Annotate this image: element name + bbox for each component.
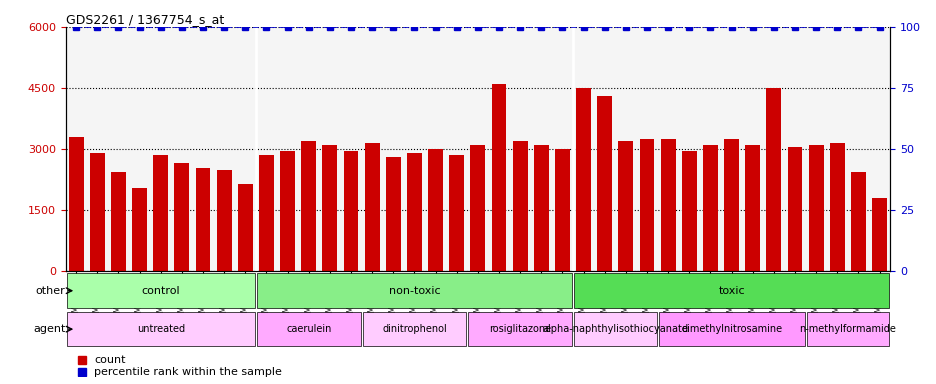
Bar <box>850 172 865 271</box>
Bar <box>766 88 781 271</box>
FancyBboxPatch shape <box>574 273 888 308</box>
FancyBboxPatch shape <box>66 273 255 308</box>
Text: count: count <box>95 354 125 364</box>
Text: agent: agent <box>33 324 66 334</box>
Bar <box>829 143 843 271</box>
FancyBboxPatch shape <box>256 273 571 308</box>
Bar <box>491 84 505 271</box>
FancyBboxPatch shape <box>574 312 656 346</box>
Text: non-toxic: non-toxic <box>388 286 440 296</box>
Bar <box>512 141 527 271</box>
Bar <box>196 167 211 271</box>
Bar <box>871 198 886 271</box>
Bar <box>808 145 823 271</box>
Bar <box>744 145 759 271</box>
FancyBboxPatch shape <box>66 312 255 346</box>
Bar <box>174 164 189 271</box>
Bar <box>301 141 315 271</box>
Bar <box>132 188 147 271</box>
Bar <box>280 151 295 271</box>
FancyBboxPatch shape <box>468 312 571 346</box>
Text: percentile rank within the sample: percentile rank within the sample <box>95 367 282 377</box>
Bar <box>596 96 611 271</box>
Text: rosiglitazone: rosiglitazone <box>489 324 550 334</box>
Bar <box>554 149 569 271</box>
Text: GDS2261 / 1367754_s_at: GDS2261 / 1367754_s_at <box>66 13 224 26</box>
Bar <box>618 141 633 271</box>
FancyBboxPatch shape <box>806 312 888 346</box>
Bar <box>660 139 675 271</box>
Text: n-methylformamide: n-methylformamide <box>798 324 896 334</box>
Bar <box>428 149 443 271</box>
Text: dinitrophenol: dinitrophenol <box>382 324 446 334</box>
FancyBboxPatch shape <box>256 312 360 346</box>
Bar <box>111 172 125 271</box>
Bar <box>364 143 379 271</box>
Bar <box>68 137 83 271</box>
FancyBboxPatch shape <box>658 312 804 346</box>
Bar <box>90 153 105 271</box>
Bar <box>702 145 717 271</box>
Bar <box>724 139 739 271</box>
Bar <box>216 170 231 271</box>
Bar <box>322 145 337 271</box>
Text: untreated: untreated <box>137 324 184 334</box>
Text: dimethylnitrosamine: dimethylnitrosamine <box>680 324 782 334</box>
Bar <box>386 157 401 271</box>
Text: control: control <box>141 286 180 296</box>
FancyBboxPatch shape <box>362 312 466 346</box>
Bar <box>406 153 421 271</box>
Text: toxic: toxic <box>718 286 744 296</box>
Text: caerulein: caerulein <box>285 324 331 334</box>
Bar <box>534 145 548 271</box>
Bar <box>154 155 168 271</box>
Bar <box>470 145 485 271</box>
Bar <box>681 151 696 271</box>
Bar <box>258 155 273 271</box>
Bar <box>787 147 801 271</box>
Bar <box>238 184 253 271</box>
Text: alpha-naphthylisothiocyanate: alpha-naphthylisothiocyanate <box>542 324 688 334</box>
Bar <box>344 151 358 271</box>
Bar <box>639 139 653 271</box>
Bar <box>576 88 591 271</box>
Bar <box>449 155 463 271</box>
Text: other: other <box>36 286 66 296</box>
